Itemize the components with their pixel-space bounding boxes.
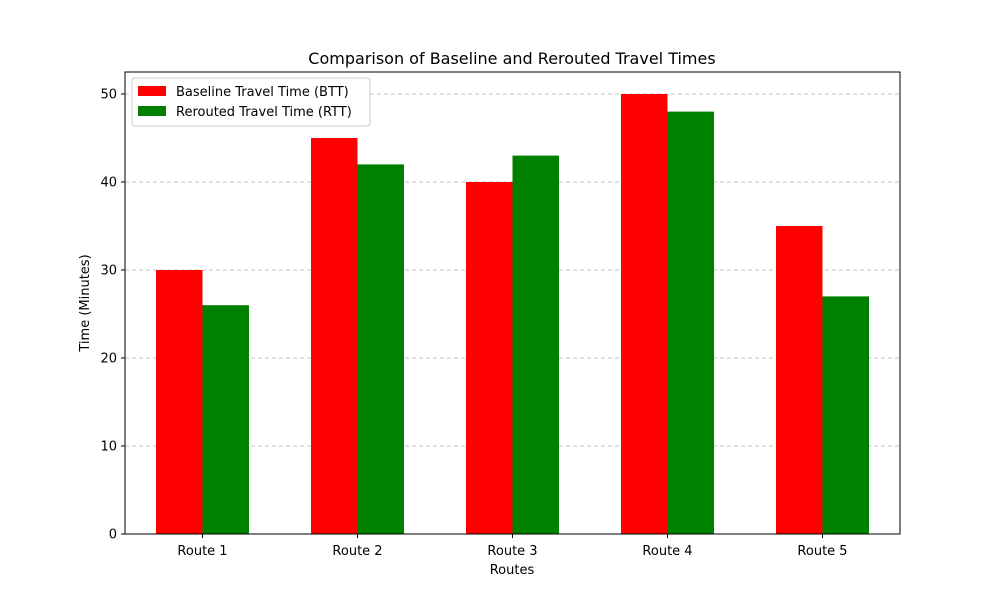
y-tick-label: 50 — [100, 88, 117, 103]
legend-swatch-rtt — [138, 106, 166, 116]
y-tick-label: 0 — [109, 528, 117, 543]
y-tick-label: 30 — [100, 264, 117, 279]
chart-title: Comparison of Baseline and Rerouted Trav… — [308, 49, 715, 68]
x-tick-label: Route 3 — [487, 544, 537, 559]
x-tick-label: Route 5 — [797, 544, 847, 559]
bars — [156, 94, 869, 534]
x-axis-label: Routes — [490, 563, 535, 578]
y-axis-label: Time (Minutes) — [78, 254, 93, 352]
bar-rerouted-travel-time-rtt-route-1 — [202, 305, 249, 534]
bar-rerouted-travel-time-rtt-route-5 — [822, 296, 869, 534]
legend-frame — [131, 77, 371, 127]
bar-baseline-travel-time-btt-route-5 — [776, 226, 823, 534]
x-tick-label: Route 4 — [642, 544, 692, 559]
legend-label-btt: Baseline Travel Time (BTT) — [176, 85, 349, 100]
y-tick-label: 20 — [100, 352, 117, 367]
y-tick-label: 40 — [100, 176, 117, 191]
x-tick-label: Route 1 — [177, 544, 227, 559]
bar-baseline-travel-time-btt-route-1 — [156, 270, 203, 534]
legend-swatch-btt — [138, 86, 166, 96]
bar-baseline-travel-time-btt-route-4 — [621, 94, 668, 534]
bar-baseline-travel-time-btt-route-2 — [311, 138, 358, 534]
axis-ticks: 0 10 20 30 40 50 Route 1 Route 2 Route 3 Route 4 R… — [100, 88, 847, 560]
bar-rerouted-travel-time-rtt-route-4 — [667, 111, 714, 534]
y-tick-label: 10 — [100, 440, 117, 455]
bar-rerouted-travel-time-rtt-route-2 — [357, 164, 404, 534]
legend: Baseline Travel Time (BTT) Rerouted Trav… — [131, 77, 371, 127]
bar-rerouted-travel-time-rtt-route-3 — [512, 155, 559, 534]
x-tick-label: Route 2 — [332, 544, 382, 559]
legend-label-rtt: Rerouted Travel Time (RTT) — [176, 105, 352, 120]
bar-baseline-travel-time-btt-route-3 — [466, 182, 513, 534]
